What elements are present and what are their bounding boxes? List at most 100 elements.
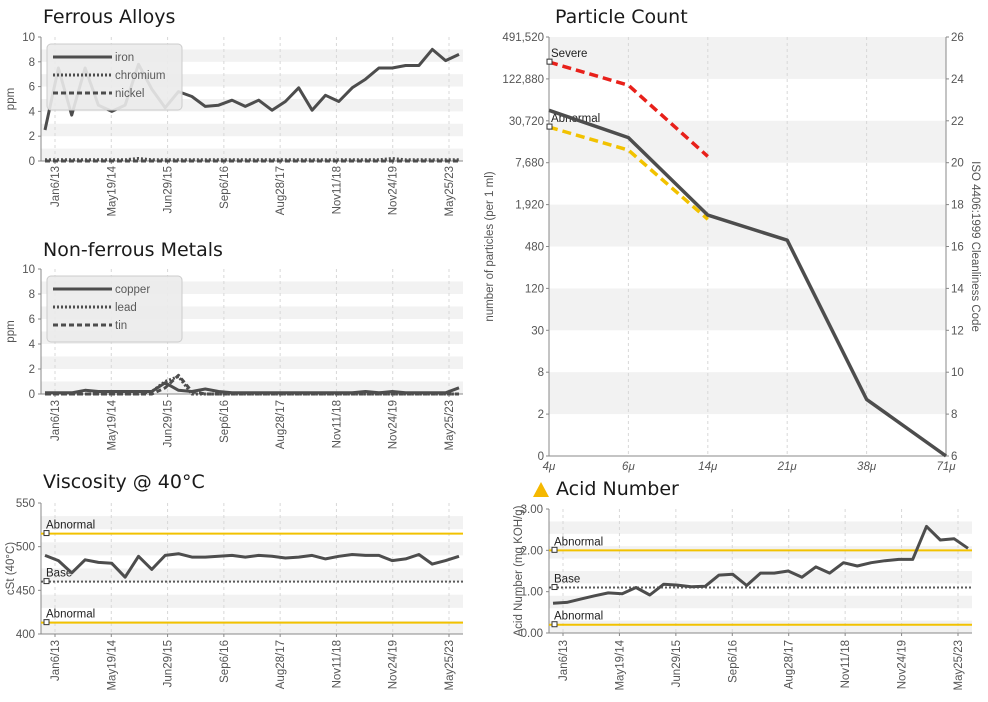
x-tick-label: Jun29/15: [163, 640, 175, 687]
particle-count-line: [548, 108, 948, 458]
y-tick-label: 500: [16, 542, 35, 554]
grid-band: [41, 148, 463, 161]
grid-band: [41, 356, 463, 369]
x-tick-label: Sep6/16: [219, 400, 231, 443]
reference-label: Abnormal: [46, 520, 95, 532]
y-tick-label: 8: [29, 289, 35, 301]
y-tick-label: 400: [16, 629, 35, 641]
x-tick-label: Nov24/19: [388, 400, 400, 449]
legend-label-nickel: nickel: [115, 88, 144, 100]
x-tick-label: May19/14: [106, 639, 118, 690]
y-tick-label: 1.00: [521, 587, 543, 599]
series-line-value: [552, 524, 969, 605]
reference-label: Base: [554, 574, 580, 586]
x-tick-label: 4μ: [543, 461, 556, 473]
y-axis-label: Acid Number (mg KOH/g): [513, 505, 525, 636]
x-tick-label: May25/23: [444, 166, 456, 217]
y-tick-label: 550: [16, 498, 35, 510]
reference-marker: [43, 578, 50, 585]
x-tick-label: 21μ: [777, 461, 798, 473]
reference-marker: [551, 621, 558, 628]
y-tick-label: 122,880: [502, 74, 544, 86]
non-ferrous-metals-chart: Non-ferrous Metals 0 2 4 6 8 10 Jan6/13 May19/14…: [5, 239, 463, 451]
y2-tick-label: 14: [951, 283, 964, 295]
y-tick-label: 0: [29, 389, 35, 401]
grid-band: [549, 288, 946, 331]
reference-marker: [546, 123, 553, 130]
x-tick-label: Aug28/17: [784, 640, 796, 689]
x-tick-label: Aug28/17: [275, 640, 287, 689]
grid-band: [549, 37, 946, 79]
reference-marker: [551, 584, 558, 591]
reference-marker: [546, 58, 553, 65]
x-tick-label: May19/14: [106, 165, 118, 216]
x-tick-label: May25/23: [444, 400, 456, 451]
y-tick-label: 0: [538, 451, 544, 463]
reference-label: Abnormal: [46, 609, 95, 621]
x-tick-label: Jan6/13: [50, 640, 62, 681]
viscosity-chart: Viscosity @ 40°C 400 450 500 550 Jan6/13 May19…: [5, 471, 463, 691]
y-tick-label: 120: [525, 283, 544, 295]
y-axis-label: ppm: [5, 88, 17, 110]
y2-tick-label: 22: [951, 116, 964, 128]
y2-tick-label: 12: [951, 325, 964, 337]
y-tick-label: 2.00: [521, 545, 543, 557]
grid-band: [549, 120, 946, 163]
y-tick-label: 3.00: [521, 504, 543, 516]
grid-band: [549, 204, 946, 247]
y-tick-label: 2: [29, 131, 35, 143]
grid-band: [549, 546, 972, 559]
legend-label-lead: lead: [115, 302, 137, 314]
grid-band: [549, 620, 972, 633]
grid-band: [41, 620, 463, 634]
y-tick-label: 0: [29, 156, 35, 168]
chart-title: Viscosity @ 40°C: [43, 471, 205, 493]
reference-label: Abnormal: [554, 611, 603, 623]
series-line-value: [44, 552, 460, 579]
x-tick-label: May25/23: [953, 640, 965, 691]
legend-label-chromium: chromium: [115, 70, 165, 82]
series-line-lead: [45, 375, 459, 396]
grid-band: [41, 594, 463, 608]
x-tick-label: Jun29/15: [671, 640, 683, 687]
x-tick-label: May19/14: [614, 639, 626, 690]
x-tick-label: Aug28/17: [275, 400, 287, 449]
chart-title: Non-ferrous Metals: [43, 239, 223, 261]
grid-band: [41, 568, 463, 582]
y2-tick-label: 6: [951, 451, 957, 463]
acid-number-chart: Acid Number 0.00 1.00 2.00 3.00 Jan6/13 May19/…: [513, 478, 972, 691]
y2-axis-label: ISO 4406:1999 Cleanliness Code: [969, 161, 981, 332]
y2-tick-label: 18: [951, 200, 964, 212]
y2-tick-label: 24: [951, 74, 964, 86]
y-tick-label: 1,920: [515, 200, 544, 212]
reference-marker: [43, 530, 50, 537]
y-tick-label: 0.00: [521, 628, 543, 640]
y-tick-label: 7,680: [515, 158, 544, 170]
x-tick-label: Jun29/15: [163, 166, 175, 213]
legend-label-iron: iron: [115, 52, 134, 64]
y-axis-label: cSt (40°C): [5, 542, 17, 595]
y-tick-label: 2: [29, 364, 35, 376]
y-tick-label: 10: [22, 264, 35, 276]
y2-tick-label: 26: [951, 32, 964, 44]
x-tick-label: Nov11/18: [331, 400, 343, 448]
y-tick-label: 6: [29, 82, 35, 94]
x-tick-label: 14μ: [698, 461, 718, 473]
y-tick-label: 2: [538, 409, 544, 421]
y2-tick-label: 20: [951, 158, 964, 170]
x-tick-label: Nov11/18: [840, 640, 852, 688]
grid-band: [549, 595, 972, 609]
warning-triangle-icon: [533, 482, 549, 497]
series-line-chromium: [45, 157, 459, 162]
y-tick-label: 450: [16, 585, 35, 597]
y-tick-label: 480: [525, 242, 544, 254]
x-tick-label: 6μ: [622, 461, 635, 473]
legend-label-copper: copper: [115, 284, 150, 296]
x-tick-label: Jan6/13: [558, 640, 570, 681]
y-axis-label: ppm: [5, 320, 17, 342]
x-tick-label: 38μ: [857, 461, 877, 473]
y-tick-label: 8: [538, 367, 544, 379]
reference-marker: [551, 546, 558, 553]
x-tick-label: Aug28/17: [275, 166, 287, 215]
